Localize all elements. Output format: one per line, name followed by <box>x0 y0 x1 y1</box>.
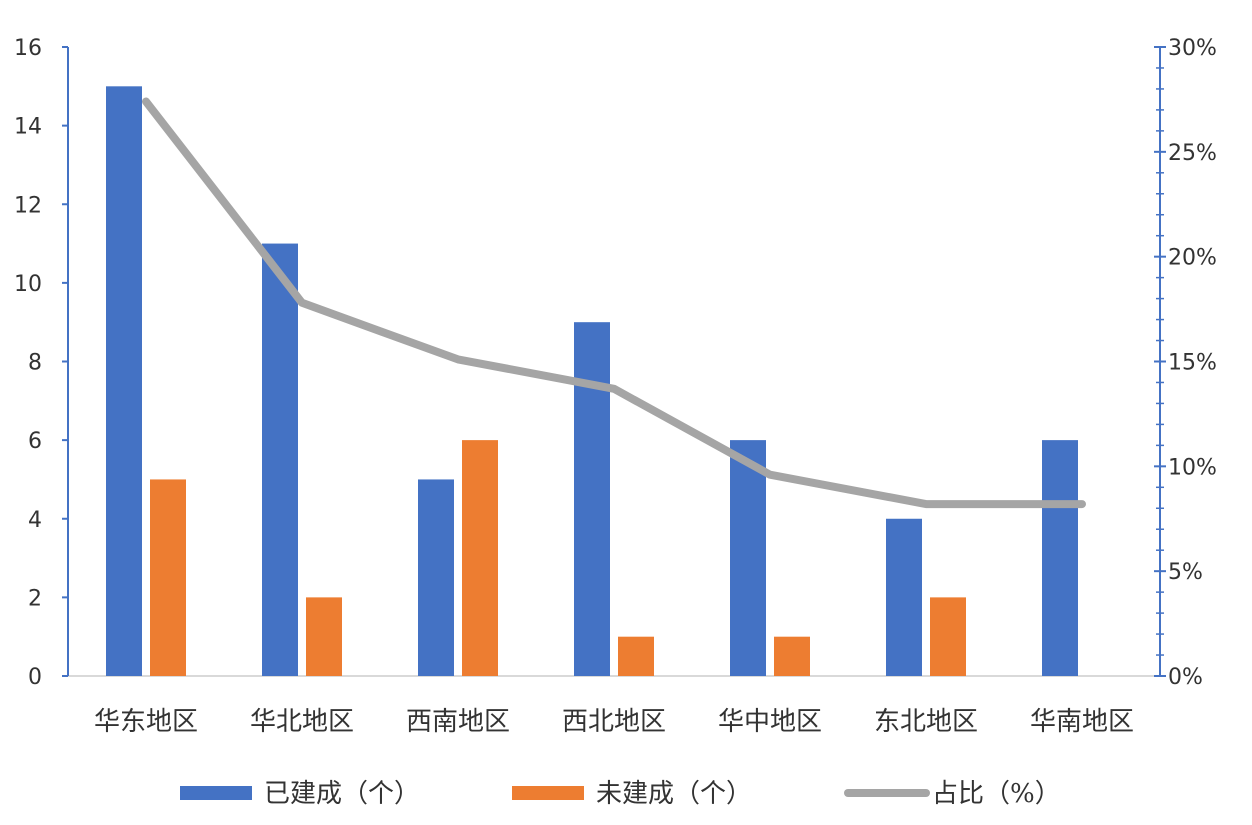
category-label: 东北地区 <box>874 707 978 737</box>
legend-label: 已建成（个） <box>264 779 420 809</box>
left-axis-tick-label: 10 <box>14 272 42 297</box>
right-axis-tick-label: 10% <box>1168 455 1217 480</box>
category-label: 华东地区 <box>94 707 198 737</box>
left-axis-tick-label: 16 <box>14 36 42 61</box>
right-axis-tick-label: 15% <box>1168 351 1217 376</box>
category-label: 西北地区 <box>562 707 666 737</box>
legend-unbuilt: 未建成（个） <box>512 779 752 809</box>
legend-label: 占比（%） <box>932 779 1061 809</box>
built-bar <box>1042 440 1078 676</box>
right-axis-tick-label: 30% <box>1168 36 1217 61</box>
legend-label: 未建成（个） <box>596 779 752 809</box>
unbuilt-bar <box>618 636 654 676</box>
unbuilt-bar <box>306 597 342 676</box>
left-axis-tick-label: 4 <box>28 508 42 533</box>
built-bar <box>730 440 766 676</box>
built-bar <box>886 518 922 676</box>
unbuilt-bar <box>930 597 966 676</box>
category-label: 华中地区 <box>718 707 822 737</box>
right-axis-tick-label: 0% <box>1168 665 1203 690</box>
built-bar <box>106 86 142 676</box>
unbuilt-bar <box>774 636 810 676</box>
category-label: 华北地区 <box>250 707 354 737</box>
built-bar <box>574 322 610 676</box>
left-axis-tick-label: 2 <box>28 586 42 611</box>
left-axis-tick-label: 14 <box>14 115 42 140</box>
legend-swatch <box>180 786 252 800</box>
left-axis-tick-label: 8 <box>28 351 42 376</box>
legend-built: 已建成（个） <box>180 779 420 809</box>
right-axis-tick-label: 20% <box>1168 246 1217 271</box>
unbuilt-bar <box>150 479 186 676</box>
category-label: 华南地区 <box>1030 707 1134 737</box>
category-label: 西南地区 <box>406 707 510 737</box>
built-bar <box>262 243 298 676</box>
plot-area: 0 2 4 6 8 10 12 14 16 0% 5% 10% 15% 20% 25% 30% 华东地区 华北地区… <box>14 36 1217 809</box>
right-axis-tick-label: 5% <box>1168 560 1203 585</box>
legend-swatch <box>512 786 584 800</box>
legend-share: 占比（%） <box>844 779 1061 809</box>
built-bar <box>418 479 454 676</box>
unbuilt-bar <box>462 440 498 676</box>
left-axis-tick-label: 12 <box>14 193 42 218</box>
left-axis-tick-label: 6 <box>28 429 42 454</box>
right-axis-tick-label: 25% <box>1168 141 1217 166</box>
left-axis-tick-label: 0 <box>28 665 42 690</box>
